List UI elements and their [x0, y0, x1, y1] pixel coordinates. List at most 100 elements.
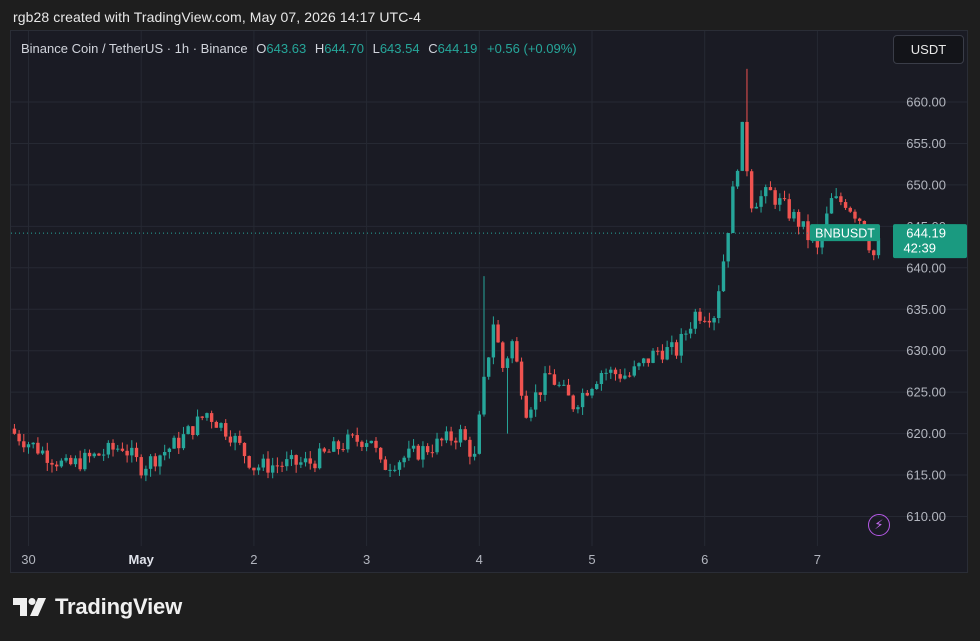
tradingview-brand: TradingView [13, 594, 182, 620]
candle-body [735, 170, 740, 187]
candle-body [731, 186, 735, 234]
candle-body [374, 440, 378, 448]
legend-change: +0.56 (+0.09%) [487, 41, 577, 56]
legend-close-key: C [428, 41, 438, 56]
candle-body [425, 446, 430, 453]
candle-body [585, 392, 590, 396]
candle-body [825, 213, 829, 234]
candle-body [134, 447, 139, 458]
candle-body [416, 445, 420, 460]
candle-body [552, 374, 557, 385]
candle-body [848, 207, 852, 212]
candle-body [106, 442, 111, 455]
candle-body [778, 198, 782, 205]
candle-body [726, 233, 730, 262]
lightning-bolt-icon[interactable]: ⚡ [868, 514, 890, 536]
candle-body [656, 350, 660, 352]
candle-body [674, 342, 679, 356]
x-tick-label: 2 [250, 552, 257, 567]
candle-body [233, 435, 237, 443]
y-tick-label: 655.00 [906, 136, 946, 151]
candle-body [308, 458, 312, 464]
candle-body [322, 448, 327, 452]
candle-body [637, 363, 641, 367]
candle-body [214, 421, 219, 428]
candle-body [83, 452, 87, 470]
candle-body [116, 448, 120, 450]
y-tick-label: 610.00 [906, 509, 946, 524]
y-tick-label: 615.00 [906, 468, 946, 483]
candle-body [501, 342, 505, 368]
legend-low: 643.54 [379, 41, 420, 56]
x-tick-label: 30 [21, 552, 35, 567]
candle-body [355, 435, 359, 442]
chart-panel[interactable]: 610.00 615.00 620.00 625.00 630.00 635.00 640.… [10, 30, 968, 573]
candle-body [50, 462, 54, 465]
candle-body [40, 450, 45, 454]
candle-body [167, 448, 172, 453]
candle-body [759, 196, 763, 207]
candle-body [78, 458, 82, 470]
candle-body [609, 369, 613, 373]
candle-body [571, 395, 575, 410]
candle-body [576, 407, 580, 410]
currency-button[interactable]: USDT [893, 35, 964, 64]
candle-body [463, 429, 467, 440]
candle-body [181, 434, 186, 449]
candle-body [876, 238, 881, 256]
candle-body [717, 291, 721, 318]
candle-body [97, 453, 101, 456]
candle-body [670, 342, 674, 348]
candle-body [238, 435, 242, 443]
candle-body [144, 468, 148, 476]
candle-body [92, 453, 96, 457]
candle-body [773, 190, 777, 205]
candle-body [341, 449, 345, 451]
candle-body [378, 447, 383, 460]
candle-body [402, 457, 406, 463]
candle-body [853, 211, 857, 219]
candle-body [87, 452, 92, 457]
candle-body [200, 416, 204, 418]
candle-body [444, 431, 449, 441]
candle-body [505, 358, 510, 368]
brand-name: TradingView [55, 594, 182, 619]
candle-body [698, 311, 702, 321]
candle-body [599, 373, 604, 385]
candle-body [64, 457, 68, 461]
candle-body [280, 465, 284, 467]
candle-body [59, 460, 64, 467]
candle-body [162, 452, 167, 456]
candle-body [69, 457, 73, 465]
x-tick-label: 4 [476, 552, 483, 567]
candle-body [684, 333, 688, 335]
candlestick-chart[interactable]: 610.00 615.00 620.00 625.00 630.00 635.00 640.… [11, 31, 968, 573]
legend-low-key: L [372, 41, 380, 56]
legend-close: 644.19 [437, 41, 478, 56]
candle-body [449, 431, 453, 441]
candle-body [12, 428, 17, 434]
candle-body [721, 261, 726, 292]
candle-body [299, 462, 303, 465]
candle-body [125, 450, 129, 456]
candle-body [524, 395, 528, 418]
candle-body [792, 211, 796, 219]
candle-body [454, 440, 458, 443]
candle-body [693, 311, 698, 329]
candle-body [17, 433, 21, 442]
candle-body [843, 202, 848, 208]
legend-high-key: H [314, 41, 325, 56]
candle-body [411, 445, 416, 449]
candle-body [158, 455, 162, 467]
candle-body [679, 333, 683, 356]
candle-body [275, 465, 280, 467]
candle-body [594, 384, 599, 389]
candle-body [754, 206, 759, 209]
y-tick-label: 635.00 [906, 302, 946, 317]
legend-high: 644.70 [324, 41, 364, 56]
candle-body [45, 450, 49, 463]
x-tick-label: 3 [363, 552, 370, 567]
price-tag-countdown: 42:39 [903, 241, 936, 256]
candle-body [364, 443, 369, 447]
